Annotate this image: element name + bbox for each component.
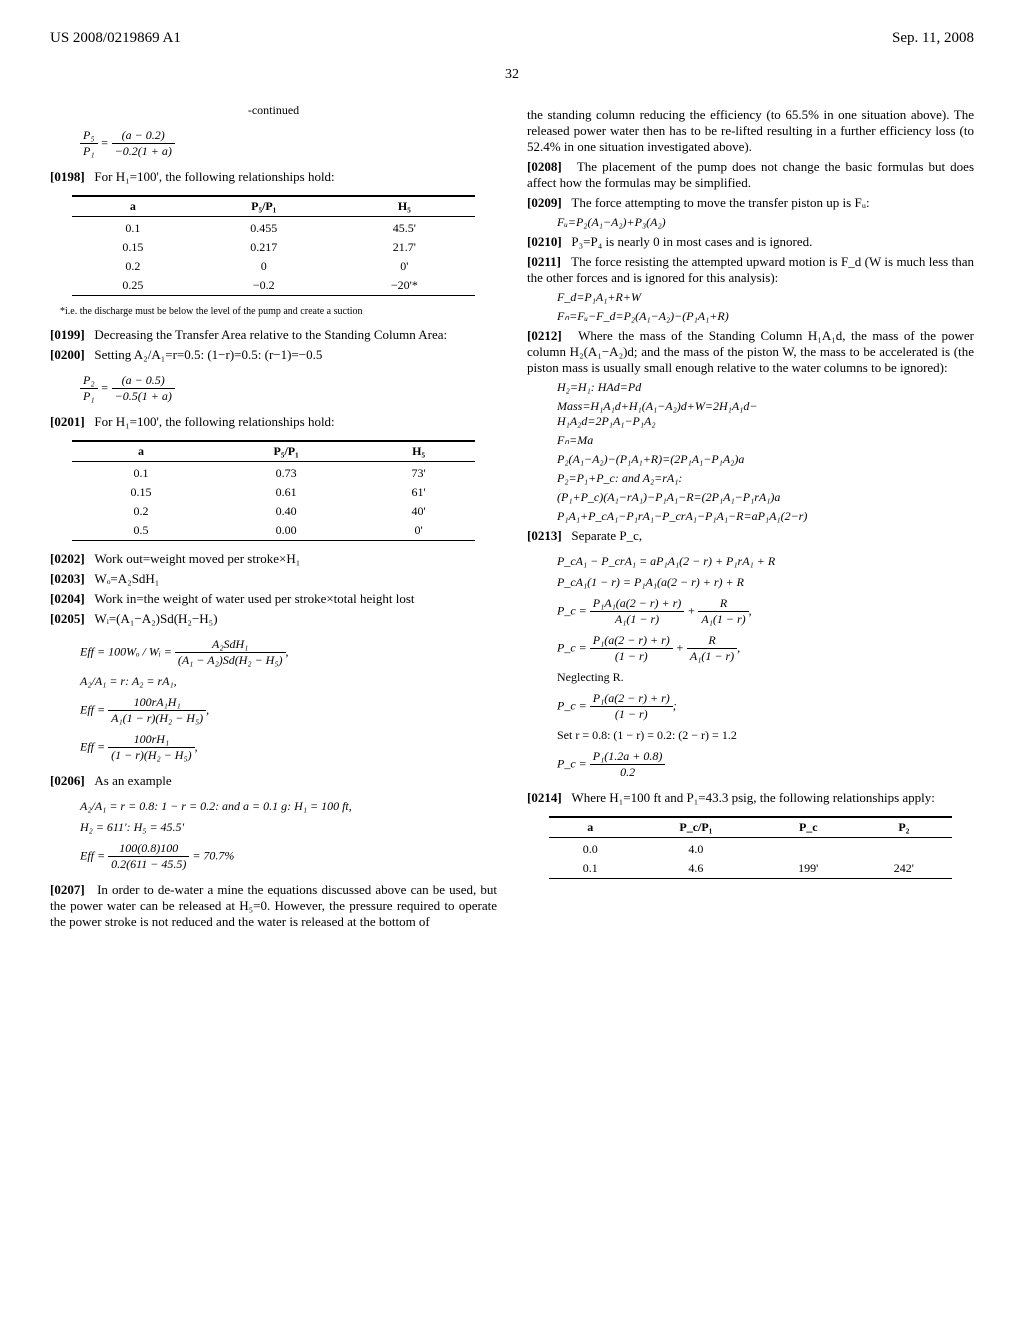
table-2: a P₅/P₁ H₅ 0.10.7373' 0.150.6161' 0.20.4… — [72, 440, 474, 541]
eq-p2a: P₂(A₁−A₂)−(P₁A₁+R)=(2P₁A₁−P₁A₂)a — [557, 452, 974, 467]
eq-fd1: F_d=P₁A₁+R+W — [557, 290, 974, 305]
example-calculation: A₂/A₁ = r = 0.8: 1 − r = 0.2: and a = 0.… — [80, 799, 497, 872]
eq-h2h1: H₂=H₁: HAd=Pd — [557, 380, 974, 395]
continued-label: -continued — [50, 103, 497, 118]
para-0200: [0200] Setting A₂/A₁=r=0.5: (1−r)=0.5: (… — [50, 347, 497, 363]
para-0211: [0211] The force resisting the attempted… — [527, 254, 974, 286]
para-0210: [0210] P₃=P₄ is nearly 0 in most cases a… — [527, 234, 974, 250]
para-0202: [0202] Work out=weight moved per stroke×… — [50, 551, 497, 567]
eq-p1a1: P₁A₁+P_cA₁−P₁rA₁−P_crA₁−P₁A₁−R=aP₁A₁(2−r… — [557, 509, 974, 524]
eq-p1pc: (P₁+P_c)(A₁−rA₁)−P₁A₁−R=(2P₁A₁−P₁rA₁)a — [557, 490, 974, 505]
para-0213: [0213] Separate P_c, — [527, 528, 974, 544]
para-0209: [0209] The force attempting to move the … — [527, 195, 974, 211]
para-0198: [0198] For H₁=100', the following relati… — [50, 169, 497, 185]
page-header: US 2008/0219869 A1 Sep. 11, 2008 — [50, 30, 974, 47]
right-column: the standing column reducing the efficie… — [527, 103, 974, 934]
eq-p2p1: P₂=P₁+P_c: and A₂=rA₁: — [557, 471, 974, 486]
left-column: -continued P₅P₁ = (a − 0.2)−0.2(1 + a) [… — [50, 103, 497, 934]
pub-number: US 2008/0219869 A1 — [50, 30, 181, 47]
para-0208: [0208] The placement of the pump does no… — [527, 159, 974, 191]
para-0199: [0199] Decreasing the Transfer Area rela… — [50, 327, 497, 343]
pub-date: Sep. 11, 2008 — [892, 30, 974, 47]
equation-p5p1: P₅P₁ = (a − 0.2)−0.2(1 + a) — [80, 128, 497, 159]
eq-fu: Fᵤ=P₂(A₁−A₂)+P₃(A₂) — [557, 215, 974, 230]
continuation-para: the standing column reducing the efficie… — [527, 107, 974, 155]
para-0206: [0206] As an example — [50, 773, 497, 789]
table-1-footnote: *i.e. the discharge must be below the le… — [60, 306, 487, 317]
para-0201: [0201] For H₁=100', the following relati… — [50, 414, 497, 430]
para-0212: [0212] Where the mass of the Standing Co… — [527, 328, 974, 376]
pc-derivation: P_cA₁ − P_crA₁ = aP₁A₁(2 − r) + P₁rA₁ + … — [557, 554, 974, 780]
para-0203: [0203] Wₒ=A₂SdH₁ — [50, 571, 497, 587]
para-0205: [0205] Wᵢ=(A₁−A₂)Sd(H₂−H₅) — [50, 611, 497, 627]
eq-fd2: Fₙ=Fᵤ−F_d=P₂(A₁−A₂)−(P₁A₁+R) — [557, 309, 974, 324]
efficiency-derivation: Eff = 100Wₒ / Wᵢ = A₂SdH₁(A₁ − A₂)Sd(H₂ … — [80, 637, 497, 763]
eq-mass: Mass=H₁A₁d+H₁(A₁−A₂)d+W=2H₁A₁d− H₁A₂d=2P… — [557, 399, 974, 429]
page-number: 32 — [50, 67, 974, 83]
para-0207: [0207] In order to de-water a mine the e… — [50, 882, 497, 930]
equation-p2p1: P₂P₁ = (a − 0.5)−0.5(1 + a) — [80, 373, 497, 404]
eq-fnma: Fₙ=Ma — [557, 433, 974, 448]
para-0214: [0214] Where H₁=100 ft and P₁=43.3 psig,… — [527, 790, 974, 806]
para-0204: [0204] Work in=the weight of water used … — [50, 591, 497, 607]
table-1: a P₅/P₁ H₅ 0.10.45545.5' 0.150.21721.7' … — [72, 195, 474, 296]
table-3: a P_c/P₁ P_c P₂ 0.04.0 0.14.6199'242' — [549, 816, 951, 879]
